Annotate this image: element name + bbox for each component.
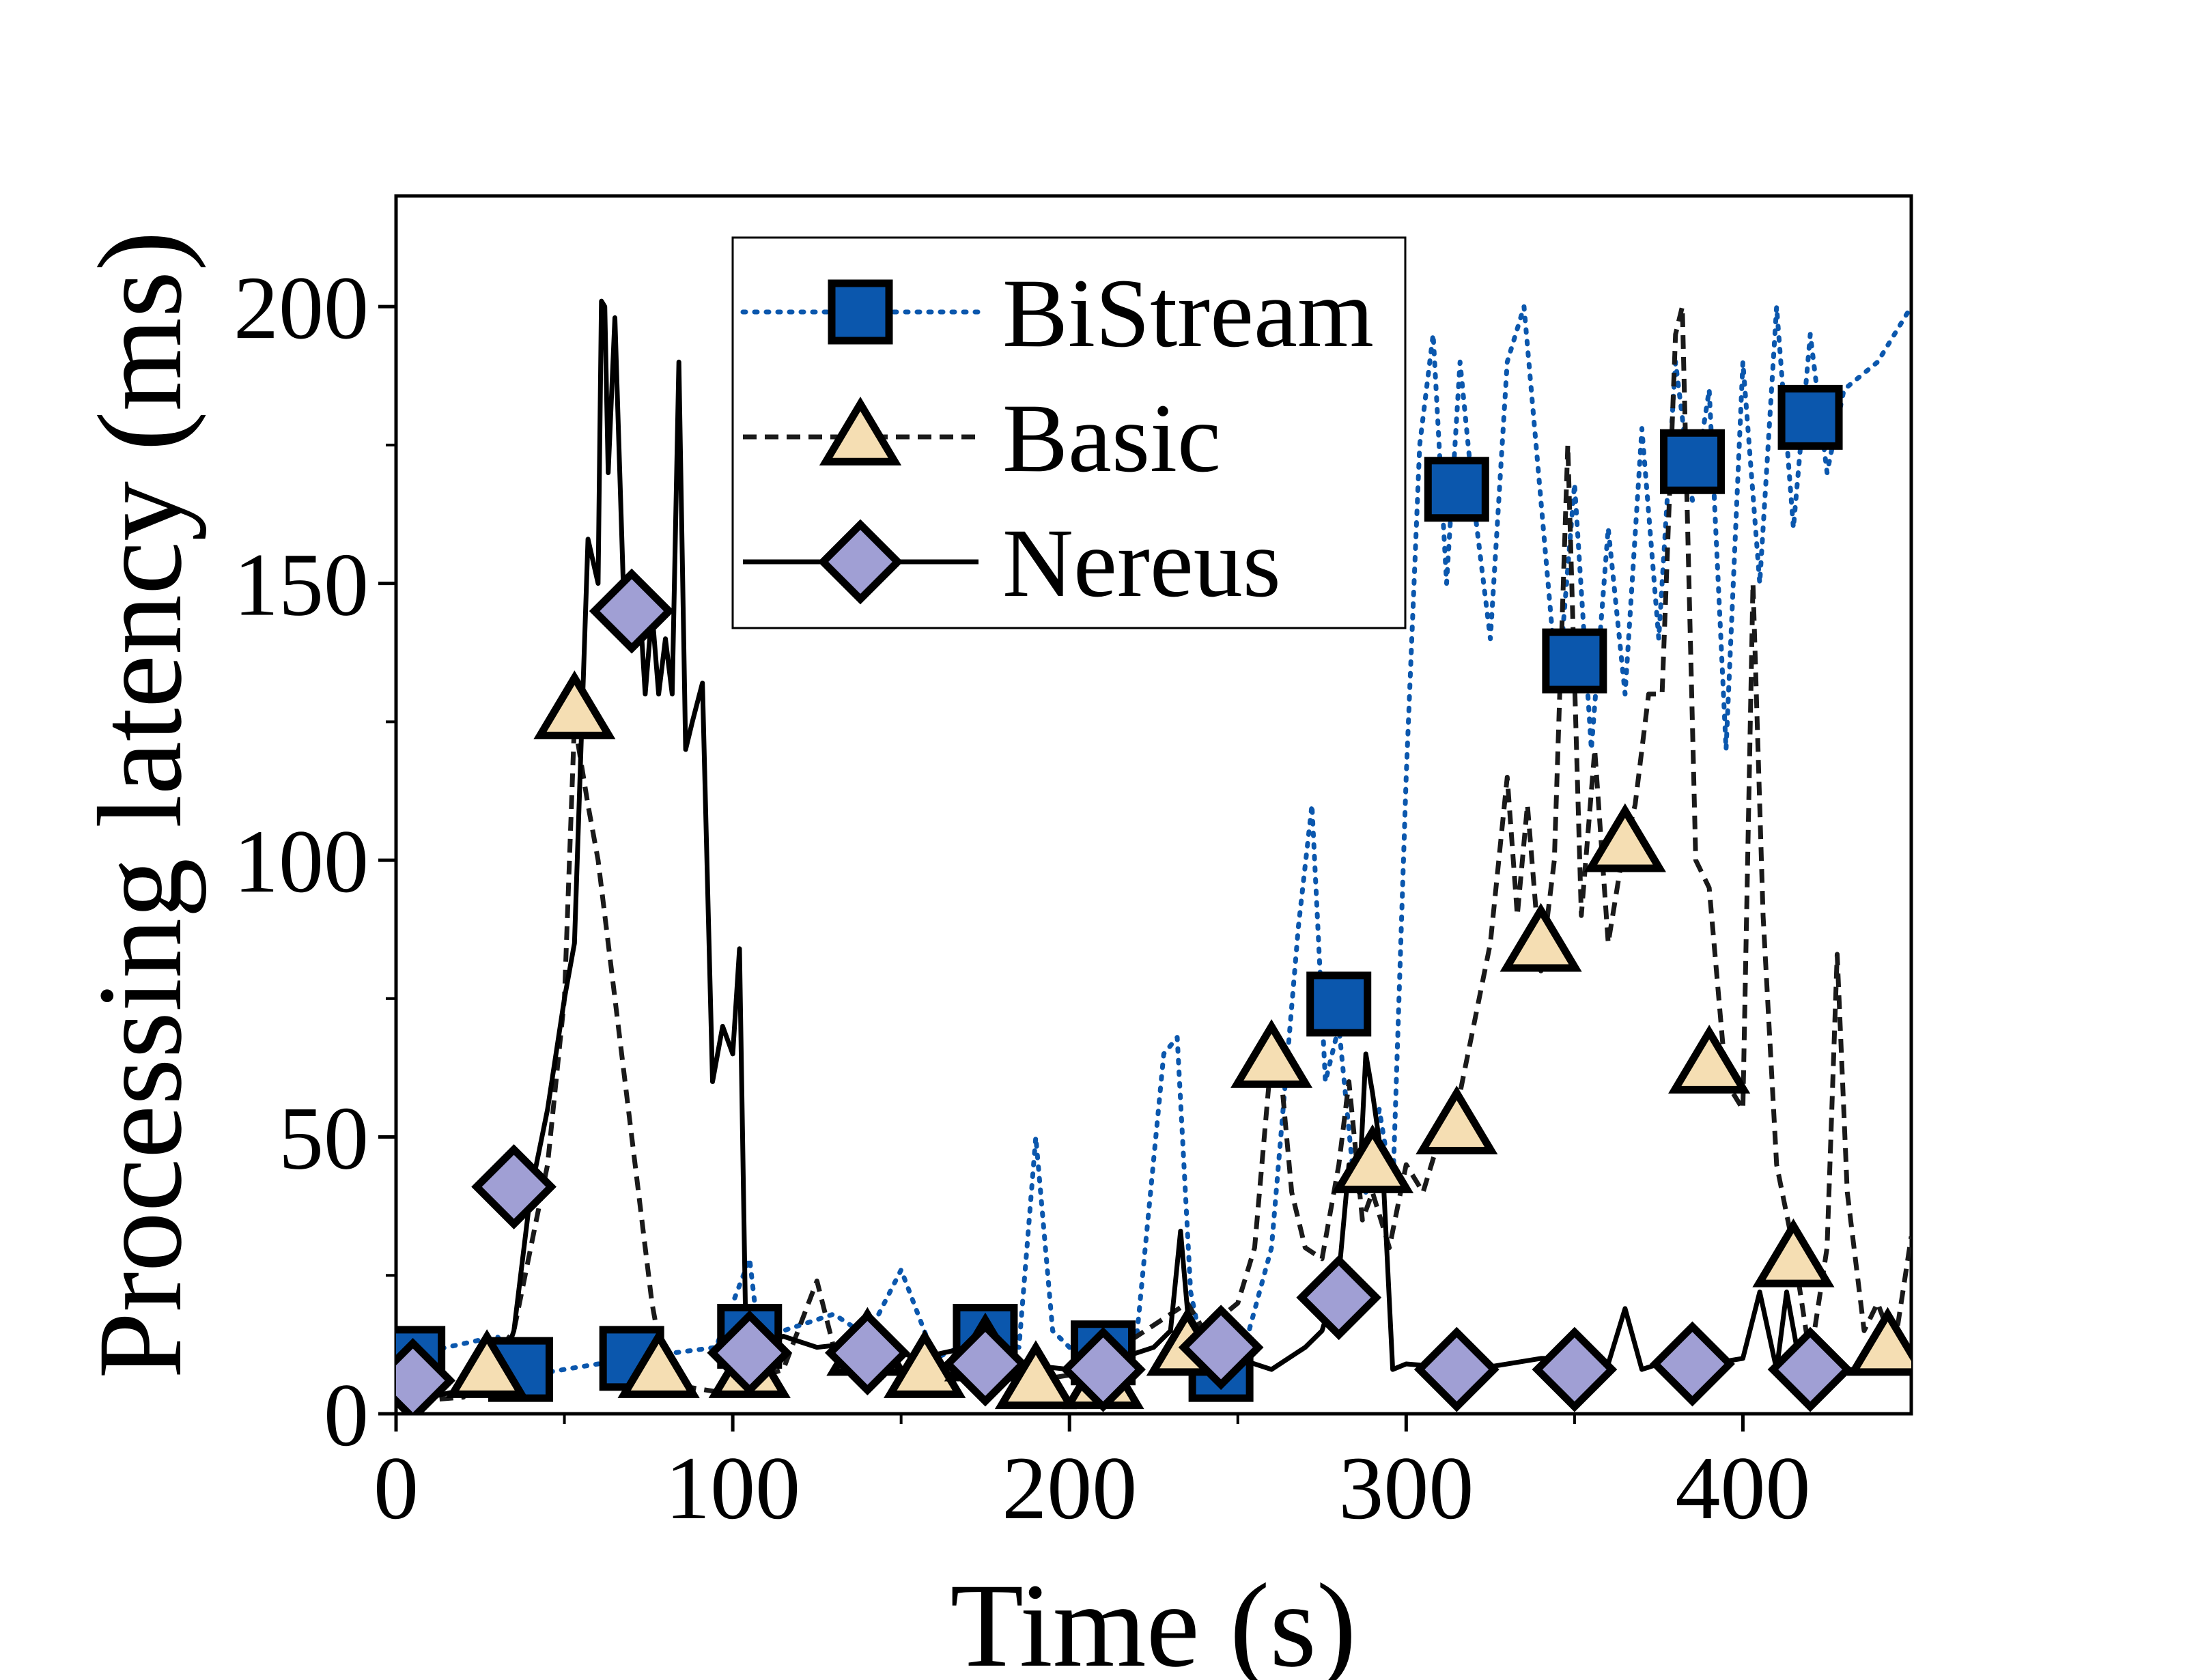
legend-label-basic: Basic (1002, 384, 1221, 493)
marker-basic (446, 1329, 529, 1398)
marker-basic (1416, 1085, 1498, 1155)
marker-basic (1583, 803, 1666, 872)
y-axis-label: Processing latency (ms) (74, 231, 207, 1378)
legend-marker-basic (819, 396, 902, 466)
marker-nereus (589, 568, 675, 654)
y-tick-label: 50 (279, 1088, 369, 1188)
marker-nereus (1178, 1305, 1264, 1391)
marker-bistream (1424, 457, 1489, 522)
marker-nereus (471, 1144, 557, 1229)
y-tick-label: 100 (234, 811, 369, 911)
tick-layer (378, 304, 1745, 1432)
marker-basic (1752, 1218, 1835, 1287)
legend-marker-bistream (828, 279, 893, 345)
marker-nereus (824, 1310, 910, 1396)
marker-nereus (1413, 1326, 1500, 1412)
marker-basic (1846, 1307, 1911, 1376)
marker-nereus (707, 1310, 793, 1396)
x-axis-label: Time (s) (951, 1559, 1357, 1680)
marker-basic (1668, 1025, 1751, 1094)
marker-nereus (1767, 1326, 1853, 1412)
marker-basic (884, 1329, 966, 1398)
marker-nereus (1296, 1255, 1382, 1341)
marker-bistream (1306, 971, 1372, 1037)
marker-basic (533, 670, 616, 739)
marker-basic (1331, 1124, 1414, 1193)
legend: BiStream Basic Nereus (731, 236, 1407, 629)
marker-nereus (942, 1321, 1028, 1407)
legend-label-nereus: Nereus (1002, 509, 1281, 618)
y-tick-label: 200 (234, 257, 369, 358)
y-tick-label: 0 (324, 1365, 369, 1465)
x-tick-label: 300 (1338, 1438, 1474, 1538)
marker-nereus (396, 1337, 456, 1414)
marker-nereus (1532, 1326, 1618, 1412)
marker-bistream (1777, 384, 1843, 450)
marker-bistream (1542, 628, 1607, 694)
marker-basic (617, 1329, 700, 1398)
legend-marker-nereus (817, 519, 903, 605)
marker-basic (1500, 902, 1582, 972)
series-layer (396, 298, 1911, 1414)
legend-items: BiStream Basic Nereus (740, 259, 1374, 618)
y-tick-label: 150 (234, 535, 369, 635)
marker-basic (1230, 1019, 1313, 1088)
legend-label-bistream: BiStream (1002, 259, 1374, 368)
tick-label-layer: 0 100 200 300 400 0 50 100 150 200 (234, 257, 1810, 1538)
x-tick-label: 0 (374, 1438, 419, 1538)
x-tick-label: 200 (1002, 1438, 1137, 1538)
x-tick-label: 400 (1675, 1438, 1810, 1538)
marker-nereus (1650, 1321, 1735, 1407)
plot-frame (394, 194, 1913, 1416)
marker-basic (994, 1340, 1077, 1410)
marker-nereus (1060, 1326, 1146, 1412)
marker-bistream (1659, 429, 1725, 494)
x-tick-label: 100 (665, 1438, 800, 1538)
